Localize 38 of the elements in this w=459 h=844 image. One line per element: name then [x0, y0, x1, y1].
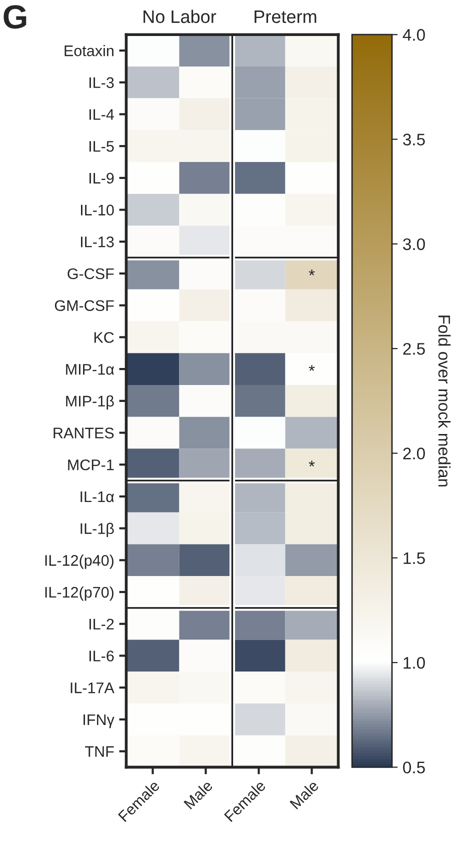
text: No Labor [144, 10, 216, 24]
y-tick-label: IL-1β [80, 522, 114, 538]
y-tick-label: IL-13 [81, 236, 114, 248]
color-bar-title: Fold over mock median [438, 316, 451, 486]
y-tick-label: IFNγ [84, 714, 114, 728]
color-bar-label: 4.0 [402, 29, 425, 41]
y-tick-label: GM-CSF [54, 300, 114, 312]
y-tick-label: Eotaxin [64, 44, 114, 56]
y-tick-label: TNF [85, 746, 114, 757]
y-tick-label: MIP-1β [66, 395, 114, 410]
y-tick-label: IL-12(p40) [45, 554, 114, 569]
color-bar-label: 0.5 [403, 762, 425, 774]
y-tick-label: IL-5 [90, 141, 114, 152]
text: Preterm [254, 10, 316, 24]
y-tick-label: IL-2 [90, 618, 114, 630]
y-tick-label: IL-10 [81, 204, 114, 216]
y-tick-label: RANTES [54, 428, 114, 438]
color-bar-label: 2.0 [403, 448, 425, 460]
y-tick-label: MCP-1 [68, 459, 114, 470]
y-tick-label: IL-1α [80, 491, 114, 502]
color-bar-label: 1.0 [404, 656, 425, 669]
text: G [4, 5, 26, 29]
color-bar-label: 2.5 [403, 342, 425, 355]
color-bar-label: 3.5 [403, 134, 425, 146]
data-label: * [308, 365, 315, 371]
y-tick-label: KC [94, 332, 114, 343]
y-tick-label: IL-9 [90, 172, 114, 184]
y-tick-label: IL-12(p70) [45, 586, 114, 601]
y-tick-label: IL-17A [70, 682, 114, 694]
y-tick-label: IL-4 [90, 109, 114, 120]
y-tick-label: MIP-1α [66, 364, 114, 375]
y-tick-label: IL-6 [90, 650, 114, 662]
data-label: * [308, 460, 315, 466]
y-tick-label: IL-3 [90, 77, 114, 88]
data-label: * [308, 270, 315, 276]
color-bar-label: 1.5 [404, 552, 425, 564]
color-bar-label: 3.0 [403, 238, 425, 250]
y-tick-label: G-CSF [68, 268, 114, 280]
